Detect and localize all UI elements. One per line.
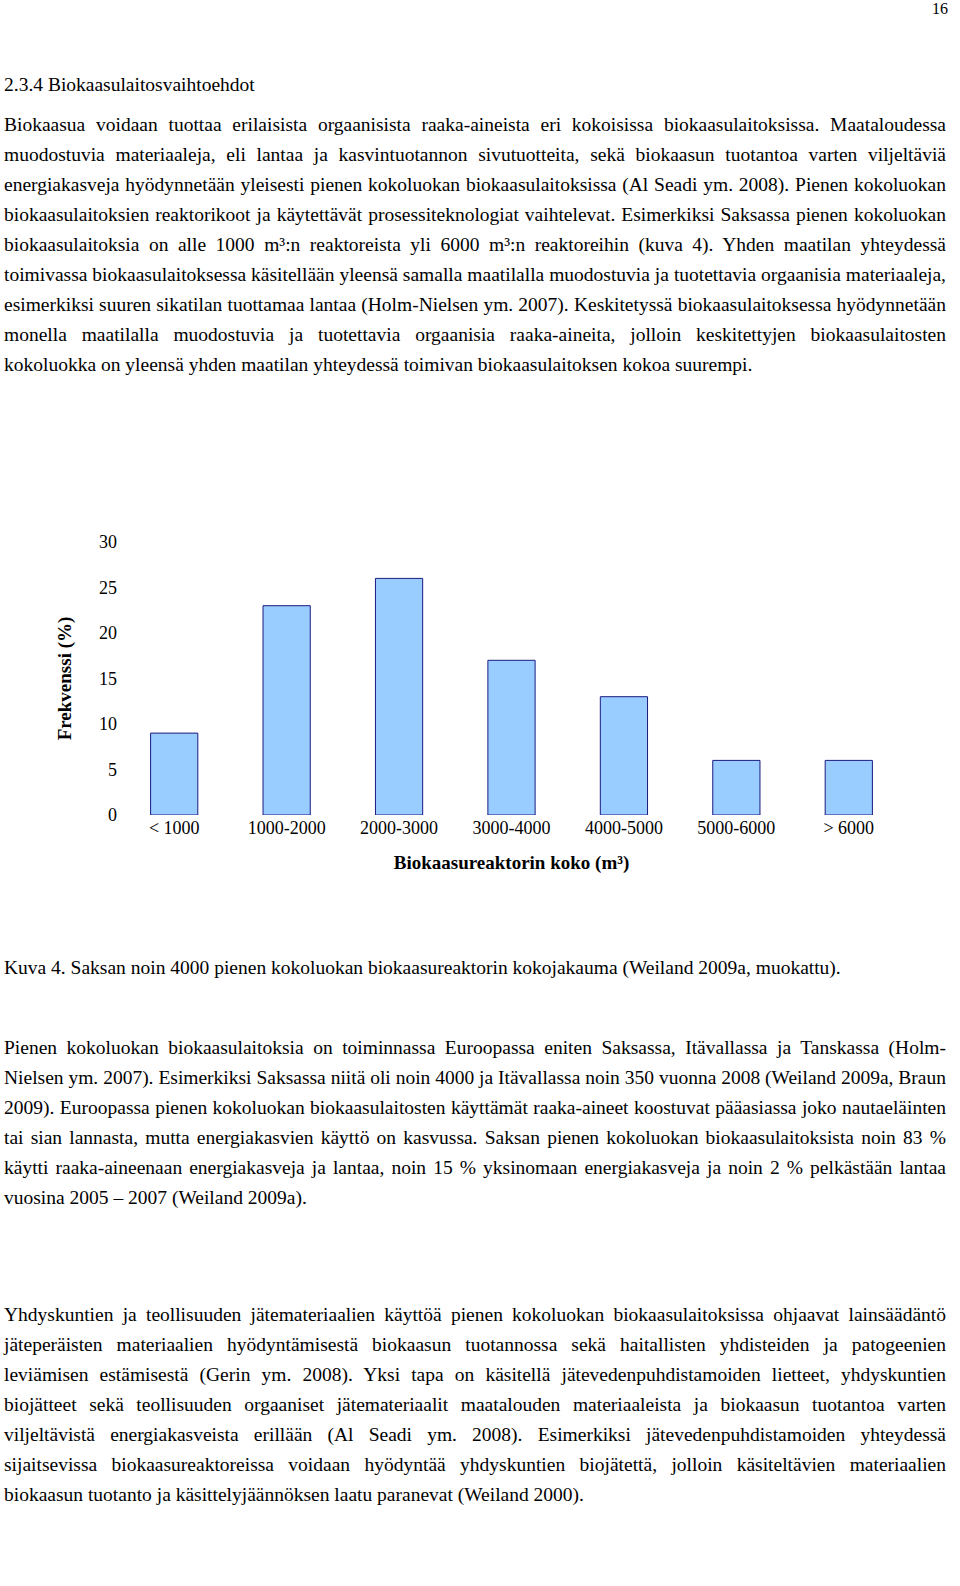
svg-text:5: 5	[108, 760, 117, 780]
svg-text:2000-3000: 2000-3000	[360, 818, 438, 838]
svg-text:0: 0	[108, 805, 117, 825]
svg-text:5000-6000: 5000-6000	[697, 818, 775, 838]
svg-text:25: 25	[99, 578, 117, 598]
svg-text:15: 15	[99, 669, 117, 689]
svg-text:Frekvenssi (%): Frekvenssi (%)	[54, 617, 76, 741]
svg-text:< 1000: < 1000	[149, 818, 200, 838]
svg-text:10: 10	[99, 714, 117, 734]
svg-text:3000-4000: 3000-4000	[473, 818, 551, 838]
html-text:Biokaasua voidaan tuottaa eril: Biokaasua voidaan tuottaa erilaisista or…	[4, 114, 946, 375]
html-text:Yhdyskuntien ja teollisuuden j: Yhdyskuntien ja teollisuuden jätemateria…	[4, 1304, 946, 1505]
svg-text:20: 20	[99, 623, 117, 643]
html-text:16: 16	[932, 0, 948, 17]
svg-text:Biokaasureaktorin koko (m³): Biokaasureaktorin koko (m³)	[394, 852, 630, 874]
html-text:Pienen kokoluokan biokaasulait: Pienen kokoluokan biokaasulaitoksia on t…	[4, 1037, 946, 1208]
svg-text:30: 30	[99, 532, 117, 552]
svg-text:1000-2000: 1000-2000	[248, 818, 326, 838]
svg-text:4000-5000: 4000-5000	[585, 818, 663, 838]
html-text:Kuva 4. Saksan noin 4000 piene: Kuva 4. Saksan noin 4000 pienen kokoluok…	[4, 957, 841, 978]
html-text:2.3.4 Biokaasulaitosvaihtoehdo: 2.3.4 Biokaasulaitosvaihtoehdot	[4, 74, 255, 95]
svg-text:> 6000: > 6000	[823, 818, 874, 838]
